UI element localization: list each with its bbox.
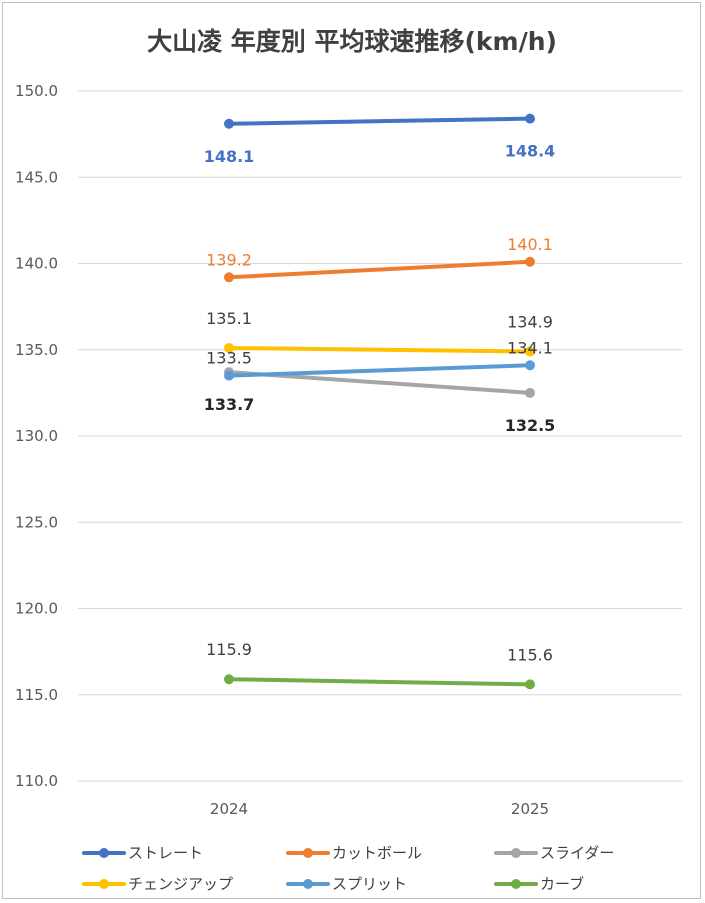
- legend-marker: [303, 879, 313, 889]
- data-point: [224, 674, 234, 685]
- series-line-4: [227, 363, 532, 378]
- data-label: 148.4: [505, 142, 556, 161]
- y-tick-label: 110.0: [15, 772, 58, 790]
- x-tick-label: 2025: [511, 800, 549, 818]
- y-tick-label: 130.0: [15, 427, 58, 445]
- data-label: 115.9: [206, 640, 252, 659]
- data-point: [224, 343, 234, 354]
- legend-entry: ストレート: [128, 844, 203, 862]
- legend-marker: [303, 848, 313, 858]
- data-point: [525, 360, 535, 371]
- series-line-5: [227, 677, 532, 687]
- y-tick-label: 145.0: [15, 168, 58, 186]
- data-label: 134.9: [507, 312, 553, 331]
- data-label: 132.5: [505, 416, 556, 435]
- data-labels: 148.1 148.4 139.2 140.1 133.7 132.5 135.1 134.9…: [204, 142, 556, 665]
- legend-marker: [511, 848, 521, 858]
- data-label: 134.1: [507, 338, 553, 357]
- data-point: [224, 118, 234, 129]
- legend-entry: チェンジアップ: [128, 875, 233, 893]
- y-tick-label: 115.0: [15, 686, 58, 704]
- data-point: [525, 113, 535, 124]
- data-label: 135.1: [206, 309, 252, 328]
- y-axis: 110.0 115.0 120.0 125.0 130.0 135.0 140.0 145.0…: [15, 82, 58, 790]
- series-line-3: [227, 346, 532, 354]
- legend-marker: [99, 848, 109, 858]
- grid: [78, 90, 682, 782]
- legend-entry: スライダー: [540, 844, 614, 862]
- y-tick-label: 140.0: [15, 255, 58, 273]
- data-label: 148.1: [204, 147, 255, 166]
- legend-entry: カーブ: [540, 875, 584, 893]
- data-point: [525, 346, 535, 357]
- data-point: [525, 256, 535, 267]
- data-label: 133.7: [204, 395, 255, 414]
- y-tick-label: 150.0: [15, 82, 58, 100]
- data-point: [525, 679, 535, 690]
- series-group: [224, 113, 535, 690]
- chart-title: 大山凌 年度別 平均球速推移(km/h): [147, 27, 557, 56]
- x-axis: 2024 2025: [210, 800, 549, 818]
- legend-marker: [511, 879, 521, 889]
- legend-entry: カットボール: [332, 844, 422, 862]
- series-line-0: [227, 116, 532, 126]
- data-point: [525, 387, 535, 398]
- data-point: [224, 272, 234, 283]
- legend-entry: スプリット: [332, 875, 407, 893]
- data-label: 133.5: [206, 349, 252, 368]
- data-point: [224, 370, 234, 381]
- data-label: 140.1: [507, 235, 553, 254]
- legend-marker: [99, 879, 109, 889]
- data-label: 115.6: [507, 645, 553, 664]
- y-tick-label: 135.0: [15, 341, 58, 359]
- data-label: 139.2: [206, 250, 252, 269]
- series-line-1: [227, 259, 532, 280]
- y-tick-label: 120.0: [15, 600, 58, 618]
- y-tick-label: 125.0: [15, 513, 58, 531]
- x-tick-label: 2024: [210, 800, 248, 818]
